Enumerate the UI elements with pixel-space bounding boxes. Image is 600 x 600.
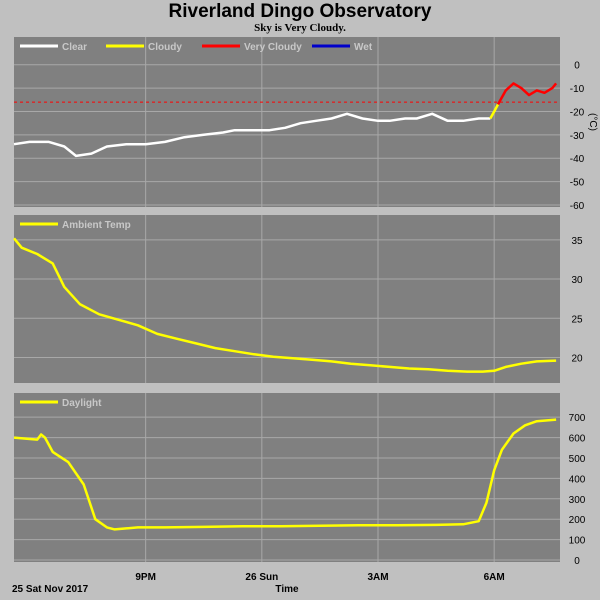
- y-tick-label: 400: [569, 474, 586, 485]
- y-tick-label: 35: [571, 236, 583, 247]
- panel-sky: 0 -10 -20 -30 -40 -50 -60 Clear Cloudy Very Cloud…: [13, 37, 598, 212]
- y-tick-label: 600: [569, 434, 586, 445]
- date-label: 25 Sat Nov 2017: [12, 584, 89, 595]
- y-tick-label: -10: [570, 84, 585, 95]
- legend-label: Wet: [354, 42, 373, 53]
- y-tick-label: -40: [570, 154, 585, 165]
- legend-label: Daylight: [62, 398, 102, 409]
- legend-label: Clear: [62, 42, 87, 53]
- legend-label: Cloudy: [148, 42, 182, 53]
- plot-area: [14, 393, 560, 562]
- y-tick-label: -60: [570, 201, 585, 212]
- legend-label: Very Cloudy: [244, 42, 302, 53]
- y-tick-label: 100: [569, 536, 586, 547]
- y-tick-label: 25: [571, 314, 583, 325]
- y-tick-label: 200: [569, 515, 586, 526]
- panel-daylight: 700 600 500 400 300 200 100 0 Daylight 9PM 26 Sun 3…: [13, 393, 586, 583]
- y-axis-label: (°C): [587, 113, 598, 131]
- y-tick-label: 300: [569, 495, 586, 506]
- series-line-very-cloudy: [496, 82, 558, 106]
- y-tick-label: 0: [574, 61, 580, 72]
- y-tick-label: 30: [571, 275, 583, 286]
- legend-label: Ambient Temp: [62, 220, 131, 231]
- y-tick-label: 700: [569, 413, 586, 424]
- series-line-ambient-temp: [13, 237, 557, 373]
- plot-area: [14, 215, 560, 383]
- series-line-daylight: [13, 418, 557, 531]
- y-tick-label: 20: [571, 353, 583, 364]
- x-tick-label: 26 Sun: [245, 572, 278, 583]
- x-axis-title: Time: [275, 584, 299, 595]
- page-subtitle: Sky is Very Cloudy.: [254, 22, 346, 34]
- x-tick-label: 9PM: [135, 572, 156, 583]
- y-tick-label: 500: [569, 454, 586, 465]
- x-tick-label: 3AM: [367, 572, 388, 583]
- panel-ambient: 35 30 25 20 Ambient Temp: [13, 215, 583, 383]
- x-tick-label: 6AM: [484, 572, 505, 583]
- y-tick-label: 0: [574, 556, 580, 567]
- series-line-cloudy: [489, 103, 500, 120]
- y-tick-label: -20: [570, 107, 585, 118]
- y-tick-label: -30: [570, 131, 585, 142]
- page-title: Riverland Dingo Observatory: [168, 1, 432, 22]
- series-line-clear: [13, 112, 491, 158]
- y-tick-label: -50: [570, 178, 585, 189]
- plot-area: [14, 37, 560, 207]
